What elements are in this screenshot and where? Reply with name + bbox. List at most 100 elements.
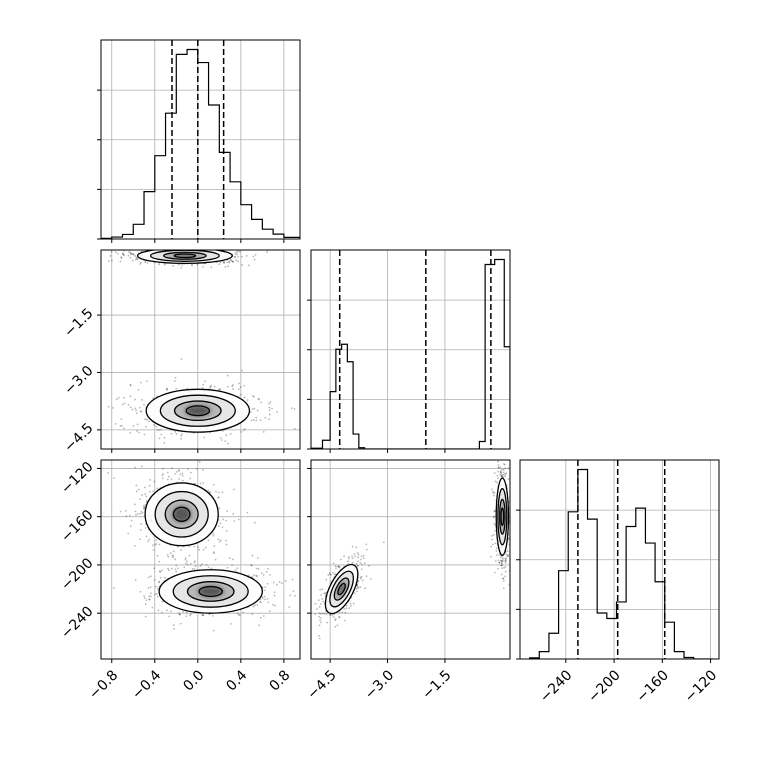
scatter-point bbox=[153, 480, 156, 483]
scatter-point bbox=[253, 419, 255, 421]
joint-panel-0-1: −4.5 −3.0 −1.5 bbox=[61, 244, 301, 456]
scatter-point bbox=[230, 259, 232, 262]
contour-group bbox=[495, 477, 510, 556]
scatter-point bbox=[166, 471, 169, 474]
scatter-point bbox=[332, 616, 335, 619]
scatter-point bbox=[129, 514, 131, 517]
scatter-point bbox=[260, 401, 263, 404]
scatter-point bbox=[156, 595, 159, 598]
scatter-point bbox=[236, 250, 239, 253]
scatter-point bbox=[190, 247, 192, 249]
scatter-point bbox=[226, 566, 229, 569]
scatter-point bbox=[202, 383, 204, 386]
scatter-point bbox=[156, 428, 159, 431]
scatter-point bbox=[253, 407, 256, 410]
scatter-point bbox=[266, 251, 268, 254]
scatter-point bbox=[139, 512, 142, 515]
scatter-point bbox=[250, 419, 253, 422]
scatter-point bbox=[148, 598, 151, 601]
scatter-point bbox=[170, 478, 173, 481]
scatter-point bbox=[180, 266, 183, 269]
scatter-point bbox=[505, 559, 508, 561]
scatter-point bbox=[212, 532, 215, 535]
scatter-point bbox=[262, 615, 265, 617]
scatter-point bbox=[196, 263, 199, 266]
y-tick-label: −3.0 bbox=[61, 363, 96, 398]
scatter-point bbox=[136, 246, 138, 248]
scatter-point bbox=[135, 409, 138, 412]
scatter-point bbox=[334, 618, 337, 621]
scatter-point bbox=[181, 479, 184, 482]
scatter-point bbox=[492, 494, 495, 497]
scatter-point bbox=[170, 567, 173, 570]
scatter-point bbox=[325, 612, 328, 615]
scatter-point bbox=[138, 498, 141, 501]
scatter-point bbox=[140, 410, 143, 413]
scatter-point bbox=[162, 244, 164, 246]
scatter-point bbox=[491, 543, 494, 546]
scatter-point bbox=[368, 564, 371, 567]
scatter-point bbox=[223, 261, 225, 264]
scatter-point bbox=[500, 564, 502, 567]
scatter-point bbox=[503, 453, 505, 455]
scatter-point bbox=[504, 570, 507, 573]
scatter-point bbox=[195, 247, 197, 249]
scatter-point bbox=[501, 473, 504, 476]
scatter-point bbox=[306, 628, 308, 630]
scatter-point bbox=[166, 387, 169, 390]
scatter-point bbox=[360, 558, 362, 561]
scatter-point bbox=[497, 460, 499, 463]
scatter-point bbox=[210, 266, 213, 269]
scatter-point bbox=[233, 520, 236, 522]
scatter-point bbox=[201, 614, 204, 617]
scatter-point bbox=[497, 470, 500, 473]
scatter-point bbox=[198, 548, 201, 551]
scatter-point bbox=[327, 574, 330, 576]
scatter-point bbox=[165, 388, 168, 391]
scatter-point bbox=[137, 488, 140, 491]
scatter-point bbox=[129, 383, 132, 386]
scatter-point bbox=[364, 587, 367, 590]
scatter-point bbox=[492, 533, 495, 536]
scatter-point bbox=[352, 602, 355, 605]
scatter-point bbox=[241, 264, 244, 266]
scatter-point bbox=[265, 570, 268, 573]
scatter-point bbox=[153, 567, 156, 570]
scatter-point bbox=[253, 258, 256, 261]
scatter-point bbox=[251, 554, 254, 557]
scatter-point bbox=[193, 560, 196, 563]
scatter-point bbox=[217, 538, 220, 541]
marginal-panel-2: −240 −200 −160 −120 bbox=[516, 459, 720, 706]
scatter-point bbox=[135, 484, 138, 487]
scatter-point bbox=[166, 478, 169, 481]
scatter-point bbox=[174, 472, 177, 475]
scatter-point bbox=[338, 566, 341, 569]
scatter-point bbox=[266, 582, 269, 585]
scatter-point bbox=[129, 251, 132, 254]
scatter-point bbox=[187, 247, 189, 249]
scatter-point bbox=[130, 253, 133, 256]
scatter-point bbox=[217, 525, 220, 527]
axes-frame bbox=[100, 39, 301, 240]
scatter-point bbox=[143, 433, 146, 436]
scatter-point bbox=[132, 424, 135, 427]
scatter-point bbox=[159, 571, 162, 573]
scatter-point bbox=[329, 613, 331, 616]
grid-lines bbox=[101, 460, 300, 659]
scatter-point bbox=[174, 430, 177, 433]
scatter-point bbox=[491, 538, 494, 541]
scatter-point bbox=[136, 258, 139, 261]
scatter-point bbox=[139, 381, 142, 384]
scatter-point bbox=[144, 493, 147, 495]
scatter-point bbox=[208, 490, 211, 493]
scatter-point bbox=[161, 600, 164, 603]
scatter-point bbox=[191, 264, 194, 267]
scatter-point bbox=[114, 423, 117, 425]
scatter-point bbox=[107, 405, 110, 408]
scatter-point bbox=[219, 261, 222, 264]
scatter-point bbox=[507, 467, 510, 470]
scatter-point bbox=[493, 510, 496, 513]
scatter-point bbox=[354, 555, 357, 558]
scatter-point bbox=[256, 604, 259, 606]
